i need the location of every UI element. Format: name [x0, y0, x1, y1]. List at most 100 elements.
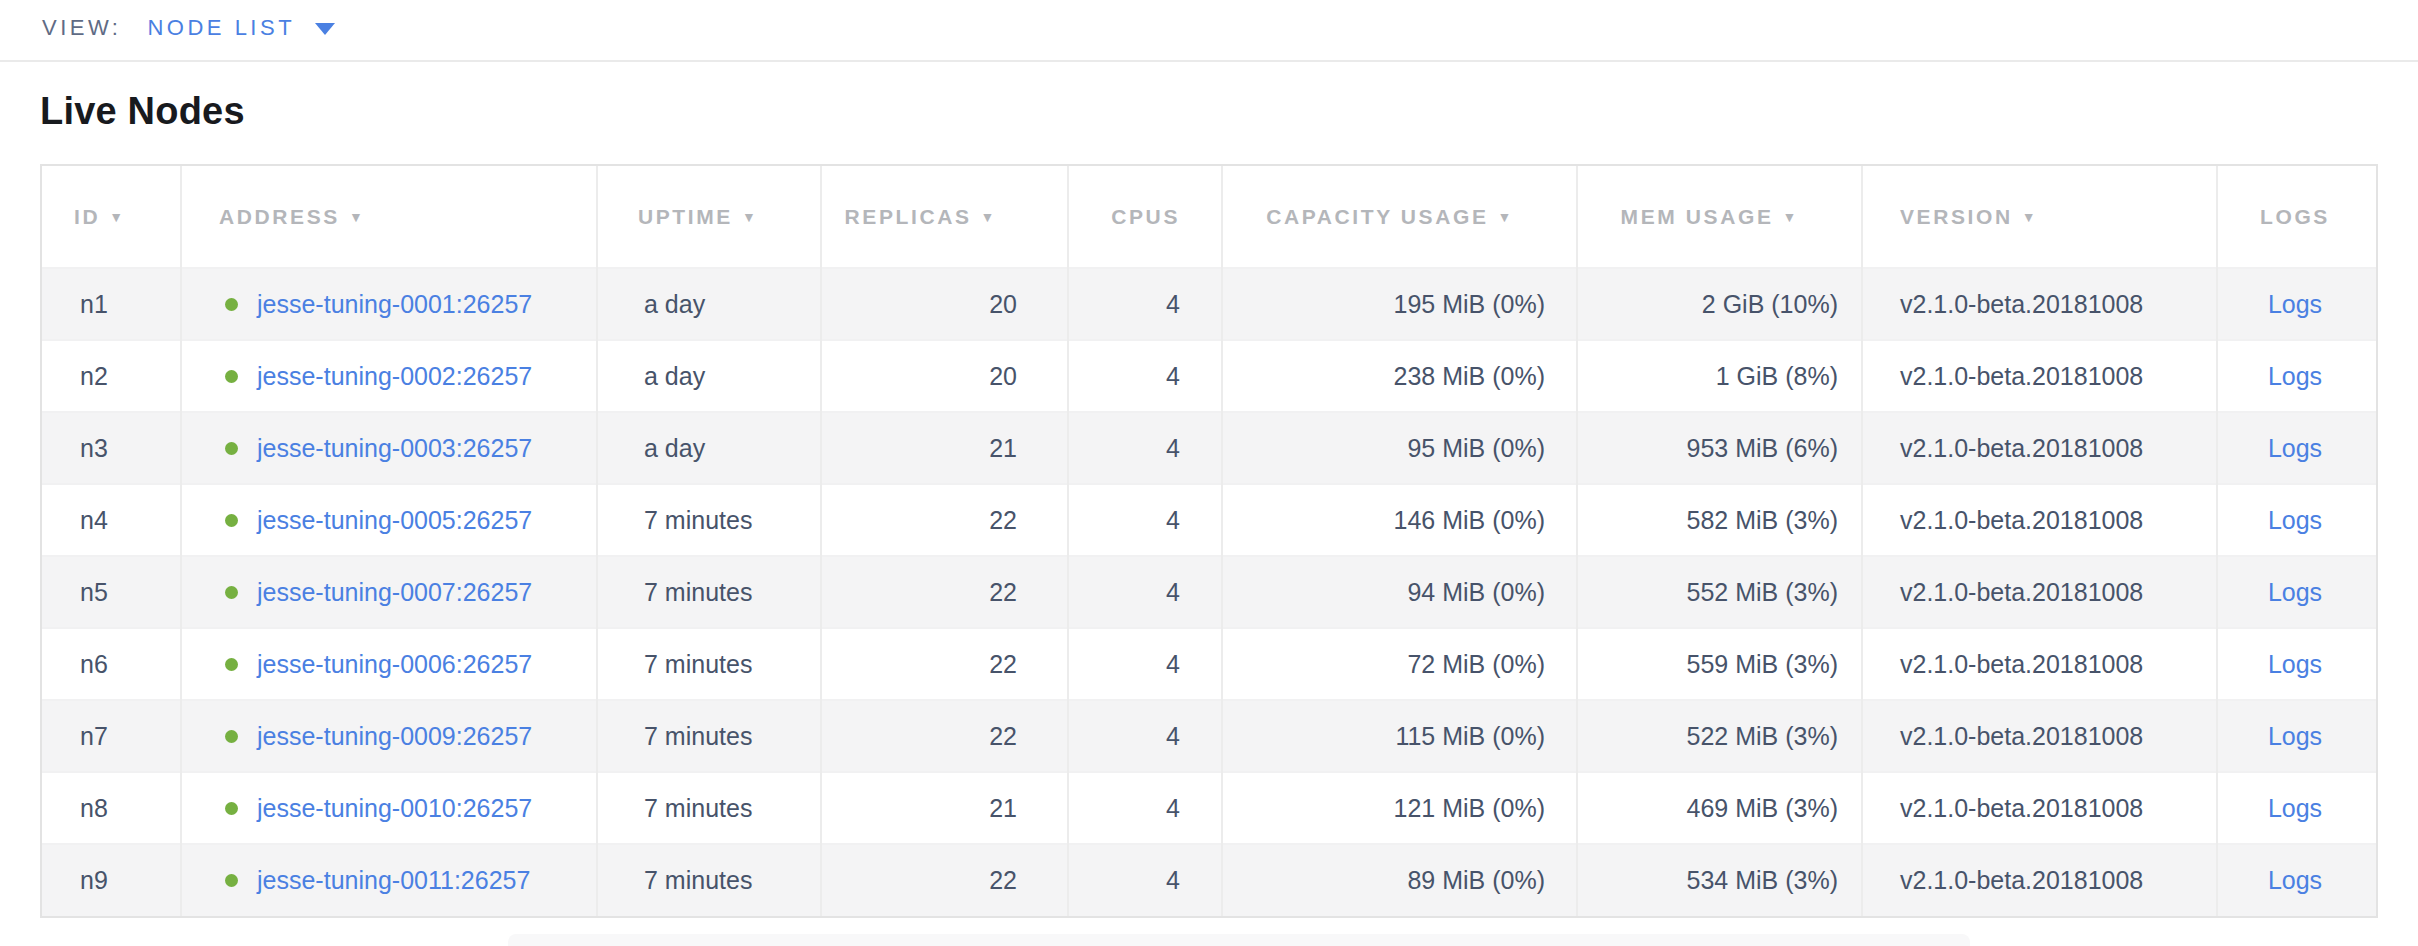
sort-desc-icon: ▼: [349, 209, 365, 225]
node-version: v2.1.0-beta.20181008: [1862, 772, 2217, 844]
node-logs-cell: Logs: [2217, 844, 2376, 916]
table-header-row: ID▼ ADDRESS▼ UPTIME▼ REPLICAS▼ CPUS: [42, 166, 2376, 268]
view-selector-value[interactable]: NODE LIST: [147, 15, 295, 41]
column-header-id[interactable]: ID▼: [42, 166, 181, 268]
node-address-link[interactable]: jesse-tuning-0011:26257: [257, 866, 530, 894]
node-uptime: 7 minutes: [597, 700, 821, 772]
page-title: Live Nodes: [40, 90, 2378, 133]
node-version: v2.1.0-beta.20181008: [1862, 484, 2217, 556]
logs-link[interactable]: Logs: [2268, 794, 2322, 822]
node-live-icon: [225, 514, 238, 527]
node-id: n8: [42, 772, 181, 844]
node-address-link[interactable]: jesse-tuning-0007:26257: [257, 578, 532, 606]
node-live-icon: [225, 370, 238, 383]
table-row: n9 jesse-tuning-0011:26257 7 minutes 22 …: [42, 844, 2376, 916]
node-uptime: 7 minutes: [597, 844, 821, 916]
node-live-icon: [225, 442, 238, 455]
node-cpus: 4: [1068, 628, 1222, 700]
sort-desc-icon: ▼: [1498, 209, 1514, 225]
logs-link[interactable]: Logs: [2268, 578, 2322, 606]
node-version: v2.1.0-beta.20181008: [1862, 844, 2217, 916]
node-logs-cell: Logs: [2217, 484, 2376, 556]
node-id: n9: [42, 844, 181, 916]
column-header-replicas[interactable]: REPLICAS▼: [821, 166, 1068, 268]
node-uptime: 7 minutes: [597, 556, 821, 628]
node-logs-cell: Logs: [2217, 268, 2376, 340]
table-row: n3 jesse-tuning-0003:26257 a day 21 4 95…: [42, 412, 2376, 484]
node-live-icon: [225, 298, 238, 311]
view-bar-label: VIEW:: [42, 15, 121, 41]
node-address-cell: jesse-tuning-0006:26257: [181, 628, 597, 700]
node-address-link[interactable]: jesse-tuning-0006:26257: [257, 650, 532, 678]
node-version: v2.1.0-beta.20181008: [1862, 628, 2217, 700]
sort-desc-icon: ▼: [742, 209, 758, 225]
node-mem-usage: 953 MiB (6%): [1577, 412, 1862, 484]
sort-desc-icon: ▼: [109, 209, 125, 225]
logs-link[interactable]: Logs: [2268, 866, 2322, 894]
node-address-cell: jesse-tuning-0005:26257: [181, 484, 597, 556]
node-cpus: 4: [1068, 700, 1222, 772]
logs-link[interactable]: Logs: [2268, 722, 2322, 750]
logs-link[interactable]: Logs: [2268, 506, 2322, 534]
view-bar: VIEW: NODE LIST: [0, 0, 2418, 62]
node-logs-cell: Logs: [2217, 700, 2376, 772]
column-header-address[interactable]: ADDRESS▼: [181, 166, 597, 268]
logs-link[interactable]: Logs: [2268, 290, 2322, 318]
node-replicas: 22: [821, 844, 1068, 916]
table-row: n5 jesse-tuning-0007:26257 7 minutes 22 …: [42, 556, 2376, 628]
node-replicas: 21: [821, 412, 1068, 484]
logs-link[interactable]: Logs: [2268, 362, 2322, 390]
node-cpus: 4: [1068, 844, 1222, 916]
node-uptime: 7 minutes: [597, 628, 821, 700]
node-capacity-usage: 146 MiB (0%): [1222, 484, 1577, 556]
node-capacity-usage: 95 MiB (0%): [1222, 412, 1577, 484]
node-address-link[interactable]: jesse-tuning-0001:26257: [257, 290, 532, 318]
node-address-link[interactable]: jesse-tuning-0002:26257: [257, 362, 532, 390]
node-cpus: 4: [1068, 556, 1222, 628]
node-live-icon: [225, 730, 238, 743]
node-capacity-usage: 238 MiB (0%): [1222, 340, 1577, 412]
node-version: v2.1.0-beta.20181008: [1862, 340, 2217, 412]
node-address-link[interactable]: jesse-tuning-0005:26257: [257, 506, 532, 534]
column-header-cpus: CPUS: [1068, 166, 1222, 268]
node-capacity-usage: 94 MiB (0%): [1222, 556, 1577, 628]
table-row: n7 jesse-tuning-0009:26257 7 minutes 22 …: [42, 700, 2376, 772]
node-address-link[interactable]: jesse-tuning-0003:26257: [257, 434, 532, 462]
node-logs-cell: Logs: [2217, 412, 2376, 484]
node-address-link[interactable]: jesse-tuning-0010:26257: [257, 794, 532, 822]
node-address-link[interactable]: jesse-tuning-0009:26257: [257, 722, 532, 750]
column-header-logs: LOGS: [2217, 166, 2376, 268]
logs-link[interactable]: Logs: [2268, 434, 2322, 462]
node-id: n2: [42, 340, 181, 412]
node-cpus: 4: [1068, 484, 1222, 556]
node-logs-cell: Logs: [2217, 556, 2376, 628]
node-uptime: a day: [597, 412, 821, 484]
node-list-table: ID▼ ADDRESS▼ UPTIME▼ REPLICAS▼ CPUS: [40, 164, 2378, 918]
node-id: n6: [42, 628, 181, 700]
column-header-mem-usage[interactable]: MEM USAGE▼: [1577, 166, 1862, 268]
node-mem-usage: 1 GiB (8%): [1577, 340, 1862, 412]
node-uptime: 7 minutes: [597, 772, 821, 844]
view-selector[interactable]: NODE LIST: [147, 15, 335, 41]
node-capacity-usage: 121 MiB (0%): [1222, 772, 1577, 844]
node-logs-cell: Logs: [2217, 772, 2376, 844]
live-nodes-section: Live Nodes ID▼ ADDRESS▼ UPTIME▼: [0, 90, 2418, 918]
node-cpus: 4: [1068, 772, 1222, 844]
node-logs-cell: Logs: [2217, 340, 2376, 412]
node-address-cell: jesse-tuning-0010:26257: [181, 772, 597, 844]
node-version: v2.1.0-beta.20181008: [1862, 700, 2217, 772]
node-mem-usage: 582 MiB (3%): [1577, 484, 1862, 556]
chevron-down-icon: [315, 23, 335, 35]
sort-desc-icon: ▼: [1783, 209, 1799, 225]
column-header-capacity-usage[interactable]: CAPACITY USAGE▼: [1222, 166, 1577, 268]
sort-desc-icon: ▼: [981, 209, 997, 225]
column-header-uptime[interactable]: UPTIME▼: [597, 166, 821, 268]
node-id: n5: [42, 556, 181, 628]
node-uptime: a day: [597, 340, 821, 412]
node-version: v2.1.0-beta.20181008: [1862, 268, 2217, 340]
logs-link[interactable]: Logs: [2268, 650, 2322, 678]
column-header-version[interactable]: VERSION▼: [1862, 166, 2217, 268]
node-mem-usage: 522 MiB (3%): [1577, 700, 1862, 772]
node-id: n3: [42, 412, 181, 484]
node-address-cell: jesse-tuning-0007:26257: [181, 556, 597, 628]
